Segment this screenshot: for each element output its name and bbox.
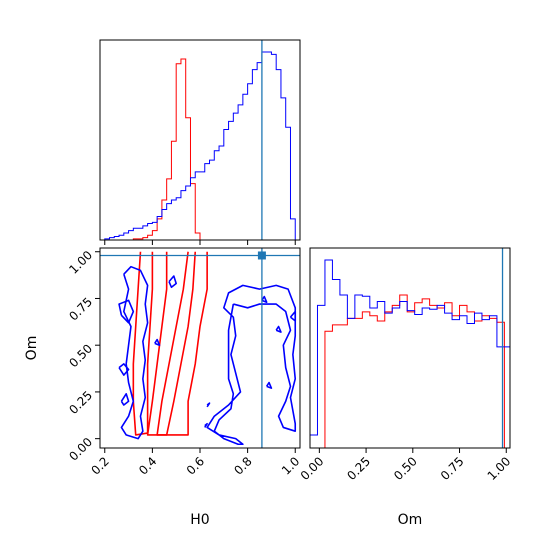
h0-x-tick-label-3: 0.8 <box>231 454 254 477</box>
y-axis-label-om: Om <box>24 336 40 361</box>
frame-hist-om <box>309 247 511 449</box>
om-y-tick-label-4: 1.00 <box>66 248 95 277</box>
om-x-tick-label-1: 0.25 <box>344 454 373 483</box>
om-x-tick-label-0: 0.00 <box>298 454 327 483</box>
contour-7 <box>118 299 135 324</box>
panel-hist-h0 <box>99 39 301 245</box>
hist-h0-steps <box>100 51 300 241</box>
contour-9 <box>154 338 161 347</box>
contour-2 <box>146 251 208 436</box>
om-y-tick-label-2: 0.50 <box>66 341 95 370</box>
om-x-tick-label-4: 1.00 <box>485 454 514 483</box>
contour-11 <box>275 325 282 333</box>
om-y-tick-label-1: 0.25 <box>66 388 95 417</box>
om-y-tick-label-0: 0.00 <box>66 435 95 464</box>
contour-14 <box>204 422 208 428</box>
contour-5 <box>120 392 130 406</box>
contour-3 <box>206 284 297 446</box>
frame-hist-h0 <box>99 39 301 241</box>
hist-om-series-0 <box>310 294 510 449</box>
contour-13 <box>206 402 211 408</box>
ticks-hist-h0 <box>104 240 296 245</box>
panel-hist-om: 0.00 0.25 0.50 0.75 1.00 <box>298 247 514 483</box>
contour-4 <box>120 265 149 440</box>
hist-h0-series-1 <box>100 51 296 241</box>
h0-x-tick-label-1: 0.4 <box>136 454 159 477</box>
contour-10 <box>261 295 268 304</box>
ticks-hist-om: 0.00 0.25 0.50 0.75 1.00 <box>298 448 514 483</box>
om-x-tick-label-3: 0.75 <box>438 454 467 483</box>
panel-h0-om-2d: 0.2 0.4 0.6 0.8 1.00.000.250.500.751.00 <box>66 247 302 478</box>
contour-12 <box>265 381 273 389</box>
contours-h0-om <box>118 251 297 446</box>
contour-1 <box>156 251 197 436</box>
frame-h0-om-2d <box>99 247 301 449</box>
h0-x-tick-label-0: 0.2 <box>88 454 111 477</box>
om-y-tick-label-3: 0.75 <box>66 295 95 324</box>
x-axis-label-om: Om <box>398 512 423 528</box>
hist-om-series-1 <box>309 259 511 448</box>
hist-h0-series-0 <box>100 58 300 241</box>
om-x-tick-label-2: 0.50 <box>391 454 420 483</box>
contour-6 <box>118 363 130 376</box>
contour-15 <box>289 310 297 322</box>
x-axis-label-h0: H0 <box>190 512 209 528</box>
contour-8 <box>168 275 177 289</box>
hist-om-steps <box>309 259 511 449</box>
truth-marker <box>257 251 266 260</box>
h0-x-tick-label-2: 0.6 <box>184 454 207 477</box>
